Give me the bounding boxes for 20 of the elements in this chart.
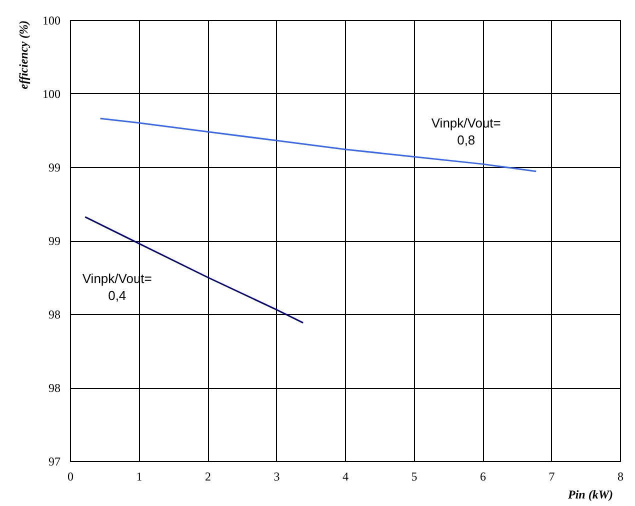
x-tick-label: 0 <box>68 470 74 484</box>
x-tick-label: 7 <box>548 470 555 484</box>
x-axis-title: Pin (kW) <box>568 488 614 502</box>
y-tick-label: 97 <box>48 454 60 468</box>
x-tick-label: 1 <box>136 470 142 484</box>
line-series <box>100 118 537 172</box>
x-tick-label: 6 <box>480 470 486 484</box>
y-tick-label: 98 <box>48 308 60 322</box>
line-series <box>84 216 304 324</box>
x-tick-label: 3 <box>274 470 280 484</box>
y-axis-title: efficiency (%) <box>16 20 30 90</box>
x-tick-label: 4 <box>342 470 348 484</box>
y-tick-label: 98 <box>48 381 60 395</box>
y-tick-label: 99 <box>48 160 60 174</box>
y-tick-label: 100 <box>42 14 60 28</box>
x-tick-label: 8 <box>618 470 624 484</box>
y-tick-label: 99 <box>48 234 60 248</box>
y-tick-label: 100 <box>42 87 60 101</box>
x-tick-label: 2 <box>205 470 211 484</box>
x-tick-label: 5 <box>411 470 418 484</box>
